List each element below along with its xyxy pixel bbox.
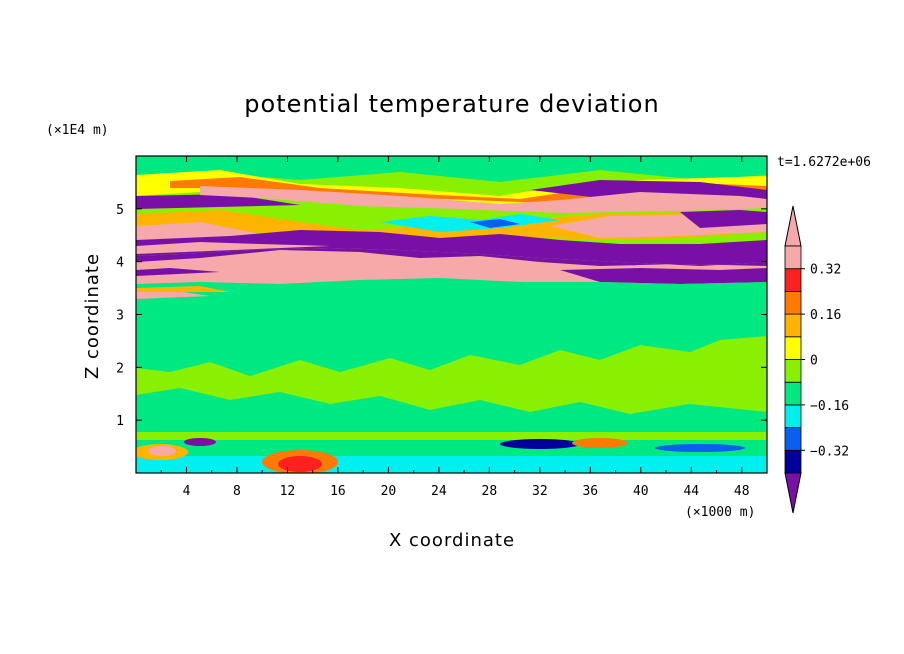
colorbar-segment [784, 359, 802, 383]
field-region [136, 242, 330, 254]
x-tick-label: 12 [280, 484, 296, 499]
y-axis-label: Z coordinate [82, 253, 103, 379]
x-tick-label: 4 [183, 484, 191, 499]
field-region [136, 156, 767, 182]
colorbar-segment [784, 290, 802, 315]
colorbar-extend-low [784, 472, 802, 514]
colorbar-segment [784, 449, 802, 474]
colorbar-label: −0.32 [810, 444, 849, 459]
colorbar-extend-high [784, 205, 802, 247]
colorbar-segment [784, 404, 802, 428]
colorbar-segment [784, 427, 802, 451]
field-region [136, 290, 210, 299]
y-tick-label: 2 [116, 361, 124, 376]
field-region [136, 456, 767, 473]
contour-field [136, 156, 767, 473]
y-tick-label: 5 [116, 203, 124, 218]
field-region [136, 230, 767, 266]
y-tick-label: 1 [116, 414, 124, 429]
x-tick-label: 40 [633, 484, 649, 499]
time-label: t=1.6272e+06 [777, 155, 871, 170]
colorbar-label: 0.16 [810, 308, 841, 323]
y-unit-label: (×1E4 m) [46, 123, 109, 138]
colorbar-label: 0 [810, 354, 818, 369]
field-region [680, 210, 767, 228]
x-axis-label: X coordinate [389, 530, 515, 551]
chart-title: potential temperature deviation [244, 90, 659, 118]
x-unit-label: (×1000 m) [685, 505, 755, 520]
field-region [200, 186, 767, 213]
field-region [470, 219, 520, 228]
x-tick-label: 20 [381, 484, 397, 499]
x-tick-label: 28 [482, 484, 498, 499]
field-region [136, 286, 230, 292]
field-region [136, 194, 300, 209]
colorbar: 0.32 0.16 0 −0.16 −0.32 [784, 205, 849, 514]
field-region [136, 278, 767, 300]
field-region [136, 300, 767, 376]
colorbar-segment [784, 245, 802, 270]
field-region [136, 268, 220, 276]
colorbar-segment [784, 268, 802, 292]
field-region [278, 456, 322, 472]
x-tick-label: 36 [582, 484, 598, 499]
x-tick-label: 24 [431, 484, 447, 499]
y-tick-label: 3 [116, 309, 124, 324]
y-tick-label: 4 [116, 256, 124, 271]
field-region [655, 444, 745, 452]
x-tick-label: 32 [532, 484, 548, 499]
field-region [380, 214, 560, 232]
colorbar-segment [784, 381, 802, 406]
colorbar-segment [784, 313, 802, 338]
y-axis: 1 2 3 4 5 [116, 203, 767, 429]
field-region [136, 388, 767, 432]
x-tick-label: 8 [233, 484, 241, 499]
field-region [184, 438, 216, 446]
field-region [148, 446, 176, 456]
x-axis: 4 8 12 16 20 24 28 32 36 40 44 48 [160, 156, 750, 499]
x-tick-label: 44 [683, 484, 699, 499]
field-region [136, 248, 767, 266]
x-tick-label: 48 [734, 484, 750, 499]
x-tick-label: 16 [330, 484, 346, 499]
field-region [500, 439, 580, 449]
colorbar-segment [784, 336, 802, 360]
colorbar-label: −0.16 [810, 399, 849, 414]
colorbar-label: 0.32 [810, 263, 841, 278]
field-region [560, 268, 767, 284]
field-region [572, 438, 628, 448]
